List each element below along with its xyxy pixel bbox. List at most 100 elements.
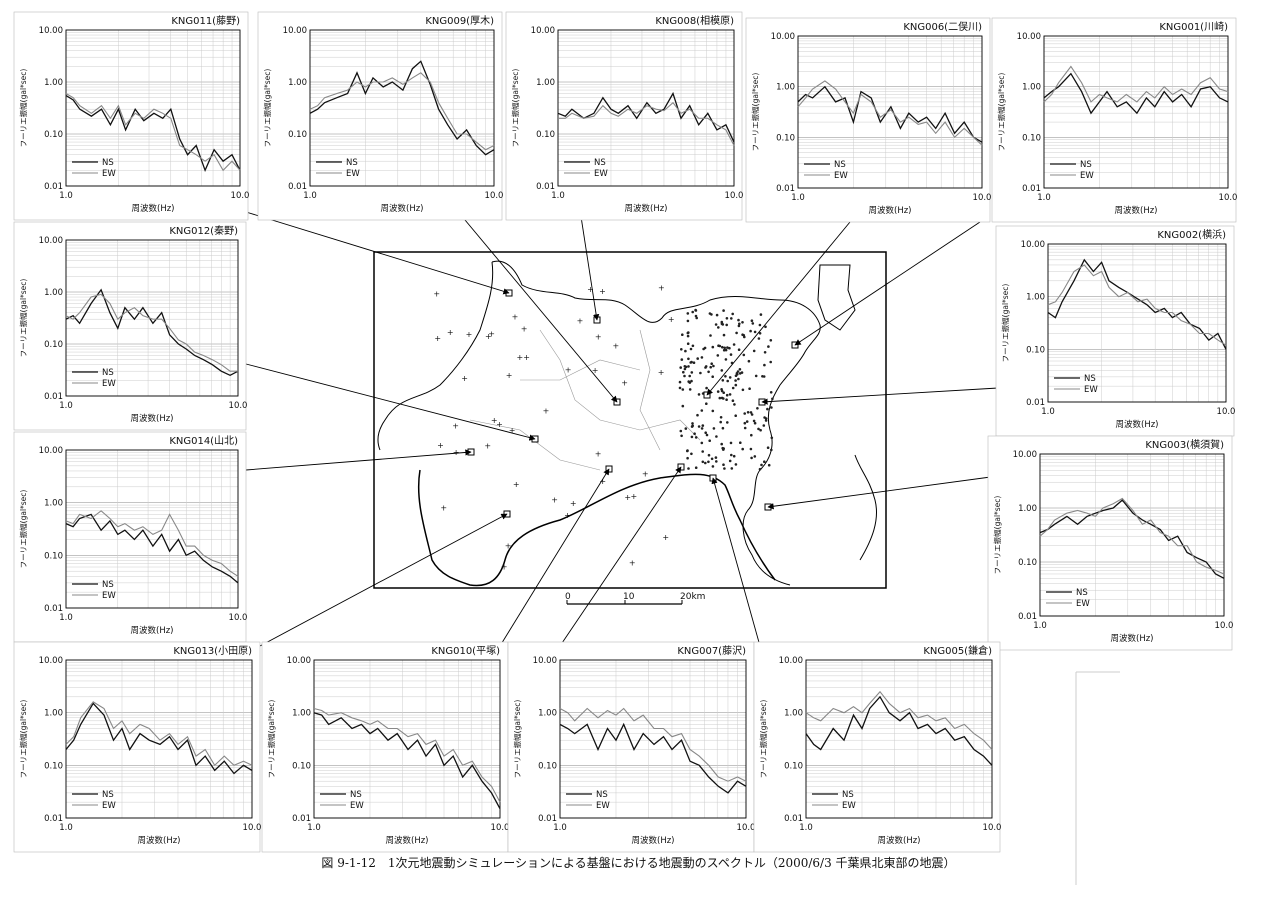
series-line-ew xyxy=(65,93,241,172)
observation-dot xyxy=(728,376,732,379)
observation-dot xyxy=(734,383,738,387)
chart-title: KNG003(横須賀) xyxy=(1145,438,1224,451)
y-tick-label: 0.01 xyxy=(776,184,795,194)
observation-dot xyxy=(695,316,698,320)
observation-dot xyxy=(723,346,726,350)
observation-dot xyxy=(716,390,720,393)
observation-dot xyxy=(770,448,773,452)
series-line-ew xyxy=(313,707,501,803)
observation-cross: + xyxy=(488,330,495,339)
observation-dot xyxy=(724,348,728,352)
plot-frame xyxy=(65,29,241,187)
observation-dot xyxy=(720,396,724,400)
observation-dot xyxy=(690,379,693,383)
observation-dot xyxy=(759,313,763,316)
y-axis-label: フーリエ振幅(gal*sec) xyxy=(996,73,1006,152)
observation-dot xyxy=(753,421,757,425)
observation-dot xyxy=(750,433,753,437)
observation-dot xyxy=(770,406,773,409)
series-line-ns xyxy=(1043,72,1229,115)
chart-panel xyxy=(13,221,247,431)
legend-label: EW xyxy=(102,379,116,389)
observation-dot xyxy=(700,356,704,359)
y-tick-label: 10.00 xyxy=(531,26,555,36)
observation-dot xyxy=(770,436,774,440)
y-tick-label: 10.00 xyxy=(1017,32,1041,42)
observation-cross: + xyxy=(599,287,606,296)
spectrum-chart-kng012: KNG012(秦野) 0.01 0.10 1.00 10.00 1.0 10.0 周波数(Hz… xyxy=(13,221,247,431)
observation-cross: + xyxy=(631,492,638,501)
leader-arrow xyxy=(761,387,999,405)
legend-label: NS xyxy=(834,160,846,170)
leader-arrow xyxy=(706,221,851,396)
map-reclaimed-land xyxy=(817,264,856,331)
chart-title: KNG010(平塚) xyxy=(431,645,500,657)
observation-dot xyxy=(728,459,732,463)
observation-dot xyxy=(710,362,713,366)
series-line-ew xyxy=(65,293,238,372)
observation-dot xyxy=(707,460,710,464)
observation-dot xyxy=(704,461,707,465)
observation-dot xyxy=(681,333,684,337)
series-line-ew xyxy=(805,690,993,750)
observation-dot xyxy=(733,403,736,406)
x-tick-label: 10.0 xyxy=(1219,193,1238,203)
observation-dot xyxy=(762,424,766,427)
observation-cross: + xyxy=(466,330,473,339)
observation-dot xyxy=(741,321,744,324)
series-line-ns xyxy=(65,702,253,775)
observation-dot xyxy=(686,449,689,453)
observation-dot xyxy=(731,312,734,316)
observation-dot xyxy=(747,359,751,363)
observation-dot xyxy=(721,426,725,430)
observation-cross: + xyxy=(662,533,669,542)
observation-dot xyxy=(711,375,714,379)
y-tick-label: 10.00 xyxy=(779,656,803,666)
observation-dot xyxy=(763,460,766,464)
observation-dot xyxy=(688,388,692,391)
legend-label: EW xyxy=(1080,171,1094,181)
observation-dot xyxy=(720,388,723,391)
observation-dot xyxy=(688,374,691,378)
chart-panel xyxy=(995,225,1235,437)
x-tick-label: 10.0 xyxy=(737,823,756,833)
plot-frame xyxy=(1039,453,1225,617)
chart-title: KNG005(鎌倉) xyxy=(923,644,992,657)
observation-cross: + xyxy=(453,448,460,457)
map-observation-dots xyxy=(678,308,774,471)
observation-dot xyxy=(687,357,690,361)
observation-dot xyxy=(742,353,746,357)
y-tick-label: 10.00 xyxy=(1021,240,1045,250)
observation-dot xyxy=(694,466,698,470)
legend-label: EW xyxy=(102,169,116,179)
y-tick-label: 1.00 xyxy=(784,709,803,719)
map-frame xyxy=(373,251,887,589)
y-tick-label: 10.00 xyxy=(39,26,63,36)
observation-dot xyxy=(743,335,746,339)
legend-label: EW xyxy=(102,591,116,601)
legend-label: EW xyxy=(596,801,610,811)
y-axis-label: フーリエ振幅(gal*sec) xyxy=(510,69,520,148)
spectrum-chart-kng008: KNG008(相模原) 0.01 0.10 1.00 10.00 1.0 10.0 周波数(H… xyxy=(505,11,743,221)
observation-dot xyxy=(749,329,752,333)
observation-dot xyxy=(720,442,723,446)
observation-cross: + xyxy=(440,504,447,513)
leader-arrow xyxy=(711,477,761,647)
observation-cross: + xyxy=(551,495,558,504)
y-axis-label: フーリエ振幅(gal*sec) xyxy=(18,69,28,148)
observation-dot xyxy=(701,424,705,427)
x-tick-label: 1.0 xyxy=(1037,193,1051,203)
observation-dot xyxy=(715,313,719,317)
series-line-ew xyxy=(65,701,253,767)
leader-arrow xyxy=(245,211,510,295)
observation-dot xyxy=(722,333,726,337)
observation-cross: + xyxy=(491,416,498,425)
y-tick-label: 1.00 xyxy=(538,709,557,719)
series-line-ew xyxy=(1043,65,1229,103)
map-boundary-west xyxy=(377,261,494,451)
observation-dot xyxy=(709,334,712,337)
